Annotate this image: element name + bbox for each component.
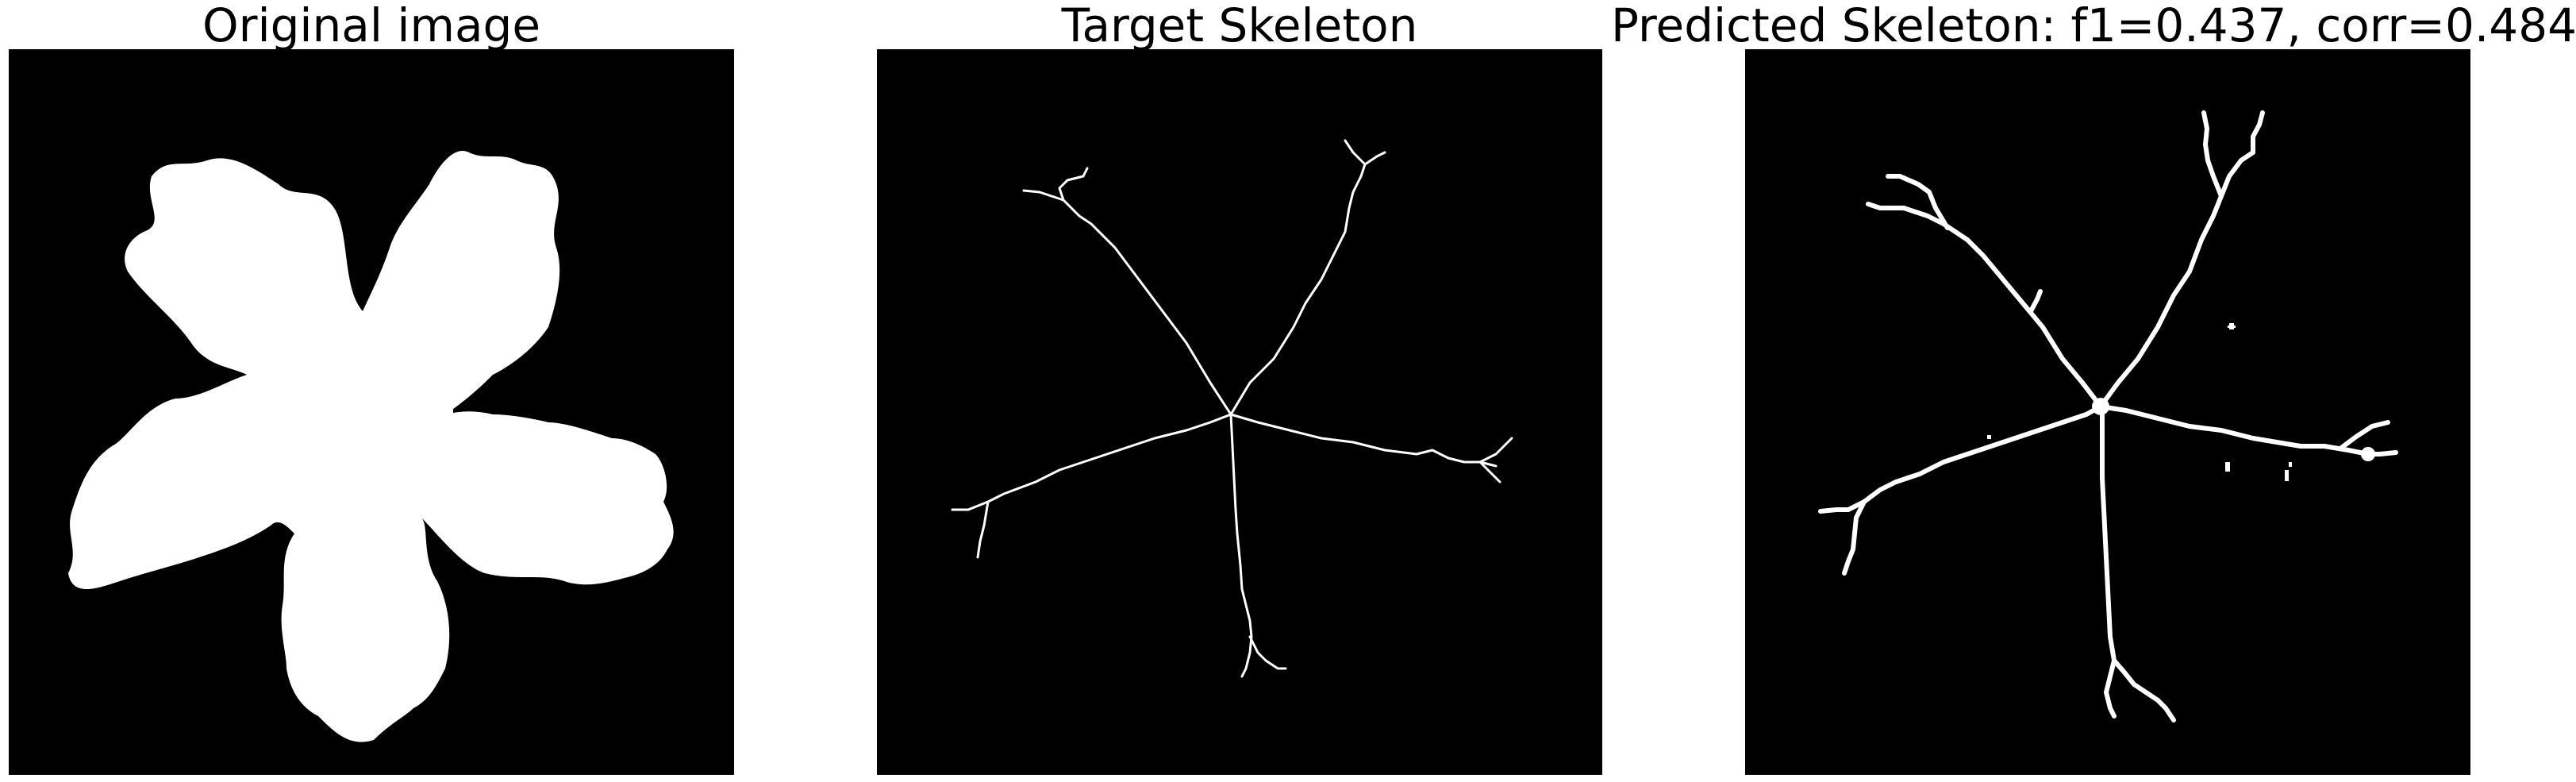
original-image-panel xyxy=(9,49,734,775)
predicted-skeleton-image xyxy=(1818,110,2398,722)
predicted-skeleton-title: Predicted Skeleton: f1=0.437, corr=0.484 xyxy=(1611,0,2576,52)
target-skeleton-image xyxy=(951,139,1513,678)
flower-silhouette-image xyxy=(68,151,674,742)
target-skeleton-title: Target Skeleton xyxy=(1061,0,1418,52)
predicted-skeleton-panel xyxy=(1745,49,2470,775)
target-skeleton-panel xyxy=(877,49,1602,775)
original-image-title: Original image xyxy=(202,0,541,52)
